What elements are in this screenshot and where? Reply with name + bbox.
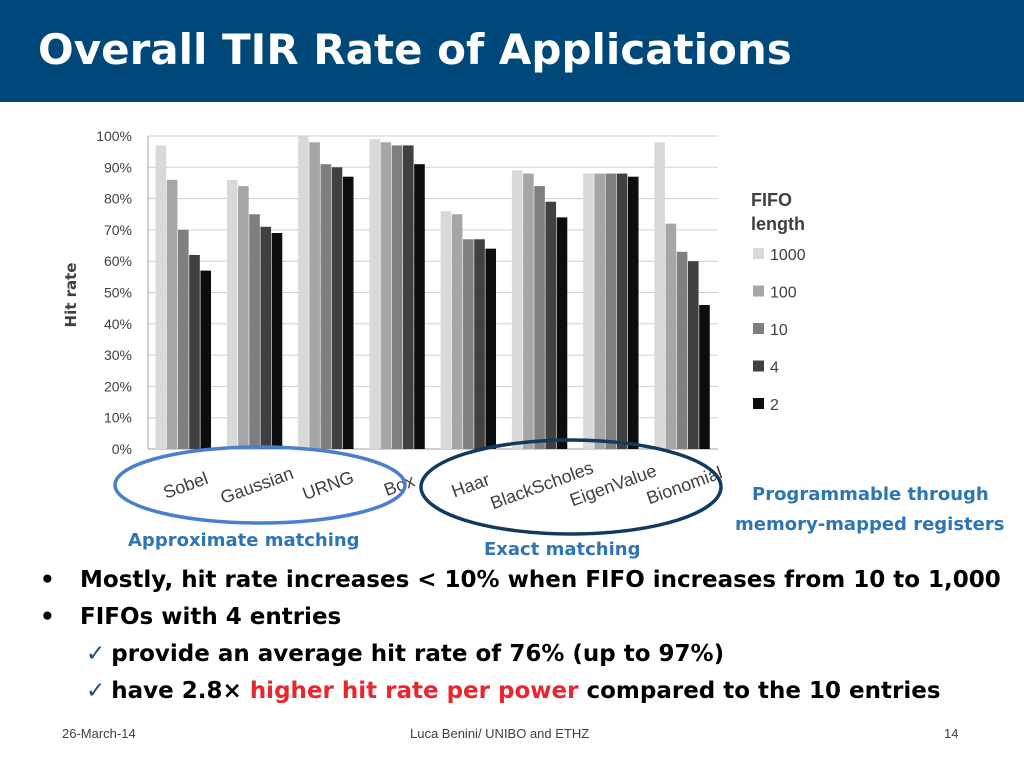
footer-date: 26-March-14 (62, 726, 136, 741)
bar (369, 139, 380, 449)
y-tick-label: 10% (104, 410, 132, 426)
bar (594, 173, 605, 449)
bar (654, 142, 665, 449)
bar (200, 270, 212, 449)
bullet-fifo-4-entries: FIFOs with 4 entries (36, 599, 1001, 636)
bullet-hit-rate-increase: Mostly, hit rate increases < 10% when FI… (36, 562, 1001, 599)
category-label: Gaussian (218, 463, 296, 508)
bar (249, 214, 260, 449)
slide-title: Overall TIR Rate of Applications (38, 25, 792, 74)
bullet-list: Mostly, hit rate increases < 10% when FI… (36, 562, 1001, 710)
footer-author: Luca Benini/ UNIBO and ETHZ (410, 726, 590, 741)
bar (451, 214, 463, 449)
bar (474, 239, 485, 449)
y-tick-label: 50% (104, 285, 132, 301)
bar (583, 173, 594, 449)
y-tick-label: 100% (96, 128, 132, 144)
exact-group-ellipse (419, 438, 723, 536)
bar (627, 176, 639, 449)
y-tick-label: 30% (104, 347, 132, 363)
bar (687, 261, 699, 449)
bar (676, 251, 688, 449)
legend-label: 10 (770, 322, 788, 339)
legend-label: 1000 (770, 247, 806, 264)
bar (189, 254, 200, 449)
y-tick-label: 80% (104, 191, 132, 207)
bar (523, 173, 534, 449)
y-tick-label: 70% (104, 222, 132, 238)
category-label: Sobel (161, 468, 211, 503)
y-tick-label: 60% (104, 253, 132, 269)
check-icon: ✓ (86, 678, 106, 704)
legend-swatch (753, 323, 764, 334)
legend-label: 4 (770, 360, 779, 377)
bar (616, 173, 628, 449)
chart-bars (155, 136, 710, 450)
bar (605, 173, 617, 449)
bar (414, 164, 425, 450)
bar (534, 186, 545, 449)
exact-matching-note: Exact matching (484, 539, 641, 560)
bar (331, 167, 343, 450)
y-tick-label: 90% (104, 159, 132, 175)
legend-title: FIFO (751, 190, 792, 210)
bar (320, 164, 332, 450)
bar (271, 233, 283, 449)
bar (380, 142, 392, 449)
approximate-group-ellipse (113, 445, 407, 525)
bar (391, 145, 403, 449)
legend-swatch (753, 285, 764, 297)
legend-swatch (753, 360, 764, 372)
bar (463, 239, 474, 449)
legend: FIFO length 1000 100 10 4 2 (751, 190, 806, 414)
legend-label: 2 (770, 397, 779, 414)
category-labels: Sobel Gaussian URNG Box HaarBlackScholesEige… (161, 457, 725, 513)
approximate-matching-note: Approximate matching (128, 530, 360, 551)
bar (556, 217, 568, 449)
legend-swatch (753, 248, 764, 259)
bar (511, 170, 523, 449)
title-bar: Overall TIR Rate of Applications (0, 0, 1024, 102)
legend-swatch (753, 398, 764, 409)
bar (485, 248, 497, 449)
category-label: Haar (449, 469, 493, 501)
bar (699, 305, 710, 449)
bar (238, 186, 249, 449)
bar (178, 229, 189, 449)
bar (342, 176, 354, 449)
y-tick-label: 20% (104, 378, 132, 394)
category-label: URNG (300, 467, 357, 504)
y-tick-label: 40% (104, 316, 132, 332)
y-tick-labels: 0% 10% 20% 30% 40% 50% 60% 70% 80% 90% 100% (96, 128, 132, 457)
footer-page-number: 14 (944, 726, 959, 741)
hit-rate-chart: 0% 10% 20% 30% 40% 50% 60% 70% 80% 90% 100% Sobel G… (62, 128, 806, 536)
programmable-note-line2: memory-mapped registers (735, 514, 1005, 535)
bar (402, 145, 414, 449)
programmable-note-line1: Programmable through (752, 484, 989, 505)
legend-title: length (751, 214, 805, 234)
bar (298, 136, 309, 449)
bar (226, 179, 238, 449)
bar (155, 145, 167, 449)
highlight-text: higher hit rate per power (249, 678, 579, 704)
y-axis-label: Hit rate (62, 263, 80, 328)
bar (309, 142, 320, 449)
bar (545, 201, 557, 449)
bar (440, 211, 452, 449)
legend-label: 100 (770, 285, 797, 302)
bar (166, 179, 178, 449)
y-tick-label: 0% (112, 441, 132, 457)
sub-bullet-average-hit-rate: ✓ provide an average hit rate of 76% (up … (86, 641, 725, 667)
bar (665, 223, 677, 449)
sub-bullet-hit-rate-per-power: ✓ have 2.8× higher hit rate per power com… (86, 678, 941, 704)
bar (260, 226, 272, 449)
check-icon: ✓ (86, 641, 106, 667)
